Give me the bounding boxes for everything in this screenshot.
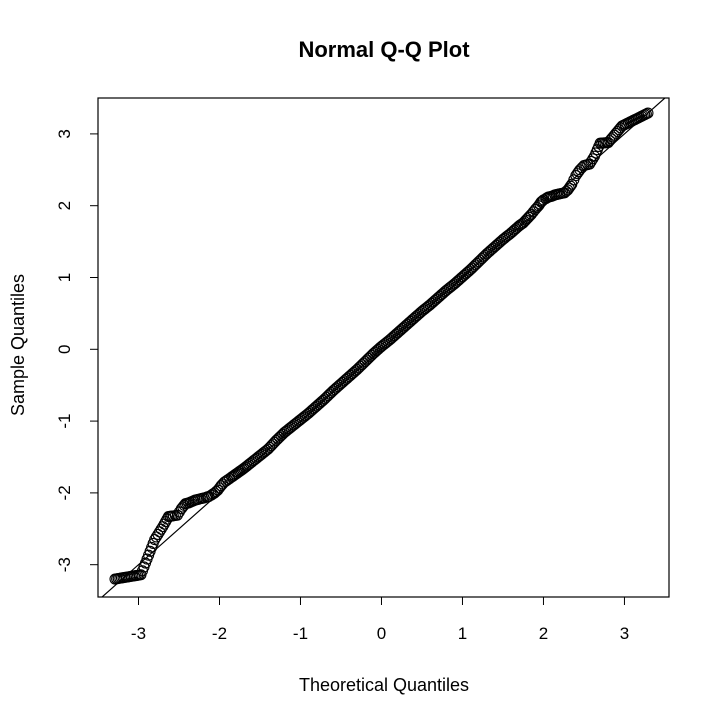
chart-title: Normal Q-Q Plot [298, 37, 470, 62]
y-tick-label: 3 [55, 129, 74, 138]
y-axis: -3 -2 -1 0 1 2 3 [55, 129, 99, 572]
x-tick-label: -2 [212, 624, 227, 643]
x-tick-label: 1 [458, 624, 467, 643]
data-point [584, 158, 596, 170]
x-tick-label: -1 [293, 624, 308, 643]
x-axis-label: Theoretical Quantiles [299, 675, 469, 695]
data-point [585, 155, 597, 167]
y-tick-label: 1 [55, 273, 74, 282]
x-tick-label: 0 [377, 624, 386, 643]
x-tick-label: 2 [539, 624, 548, 643]
data-point [587, 153, 599, 165]
y-tick-label: -3 [55, 557, 74, 572]
y-tick-label: -1 [55, 414, 74, 429]
data-point [171, 509, 183, 521]
data-point [642, 107, 654, 119]
data-point [524, 210, 536, 222]
x-tick-label: -3 [131, 624, 146, 643]
x-tick-label: 3 [620, 624, 629, 643]
y-tick-label: 0 [55, 345, 74, 354]
x-axis: -3 -2 -1 0 1 2 3 [131, 596, 629, 643]
y-axis-label: Sample Quantiles [8, 274, 28, 416]
y-tick-label: 2 [55, 201, 74, 210]
data-point [564, 180, 577, 192]
reference-line [101, 98, 666, 597]
data-point [521, 213, 533, 225]
y-tick-label: -2 [55, 485, 74, 500]
data-points [109, 107, 654, 585]
